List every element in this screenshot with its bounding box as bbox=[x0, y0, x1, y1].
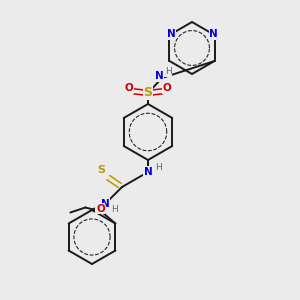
Text: H: H bbox=[112, 205, 118, 214]
Text: O: O bbox=[124, 83, 134, 93]
Text: O: O bbox=[163, 83, 171, 93]
Text: N: N bbox=[144, 167, 152, 177]
Text: H: H bbox=[165, 68, 171, 76]
Text: S: S bbox=[143, 86, 152, 100]
Text: O: O bbox=[96, 203, 105, 214]
Text: N: N bbox=[209, 29, 218, 39]
Text: N: N bbox=[100, 199, 109, 209]
Text: N: N bbox=[167, 29, 176, 39]
Text: H: H bbox=[154, 164, 161, 172]
Text: N: N bbox=[154, 71, 164, 81]
Text: S: S bbox=[97, 165, 105, 175]
